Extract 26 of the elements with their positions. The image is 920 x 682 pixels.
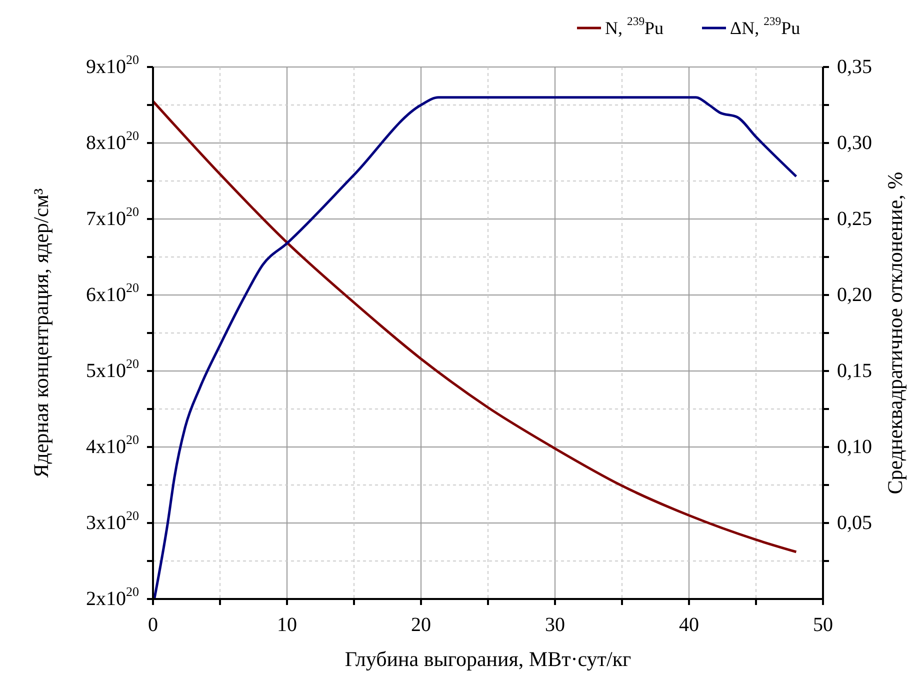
x-tick-label: 50 bbox=[813, 614, 833, 636]
legend-label: ΔN, $^{239}$Pu bbox=[730, 15, 800, 38]
y-tick-label: 3x10$^{20}$ bbox=[86, 508, 139, 534]
y-tick-label: 5x10$^{20}$ bbox=[86, 356, 139, 382]
legend-label: N, $^{239}$Pu bbox=[605, 15, 664, 38]
y2-axis-title: Среднеквадратичное отклонение, % bbox=[883, 172, 907, 494]
y2-tick-label: 0,20 bbox=[837, 284, 872, 306]
y2-tick-label: 0,30 bbox=[837, 132, 872, 154]
y2-tick-label: 0,15 bbox=[837, 360, 872, 382]
y2-tick-label: 0,35 bbox=[837, 56, 872, 78]
y2-tick-label: 0,25 bbox=[837, 208, 872, 230]
y-tick-label: 8x10$^{20}$ bbox=[86, 128, 139, 154]
x-tick-label: 20 bbox=[411, 614, 431, 636]
y2-tick-label: 0,05 bbox=[837, 512, 872, 534]
y-axis-title: Ядерная концентрация, ядер/см³ bbox=[29, 188, 53, 478]
x-tick-label: 30 bbox=[545, 614, 565, 636]
y-tick-label: 4x10$^{20}$ bbox=[86, 432, 139, 458]
y-tick-label: 7x10$^{20}$ bbox=[86, 204, 139, 230]
x-tick-label: 10 bbox=[277, 614, 297, 636]
y-tick-label: 9x10$^{20}$ bbox=[86, 52, 139, 78]
y-tick-label: 6x10$^{20}$ bbox=[86, 280, 139, 306]
x-tick-label: 0 bbox=[148, 614, 158, 636]
x-tick-label: 40 bbox=[679, 614, 699, 636]
y2-tick-label: 0,10 bbox=[837, 436, 872, 458]
y-tick-label: 2x10$^{20}$ bbox=[86, 584, 139, 610]
x-axis-title: Глубина выгорания, МВт·сут/кг bbox=[344, 647, 632, 671]
